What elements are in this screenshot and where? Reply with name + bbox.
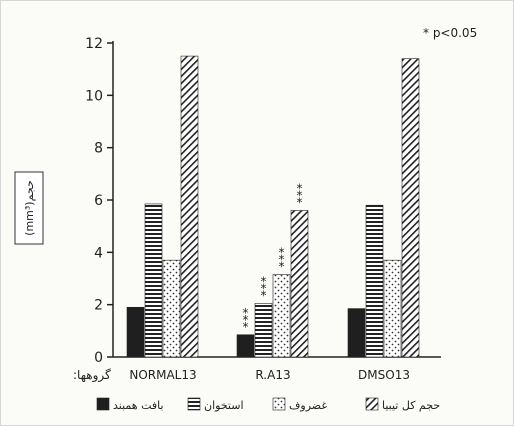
significance-star: * — [297, 188, 303, 202]
significance-star: * — [297, 181, 303, 195]
legend-swatch — [96, 397, 110, 411]
y-tick-label: 12 — [85, 36, 103, 52]
y-tick-label: 8 — [94, 141, 103, 157]
significance-star: * — [279, 246, 285, 260]
bar — [272, 274, 291, 358]
legend-swatch — [272, 397, 286, 411]
y-tick-label: 0 — [94, 350, 103, 366]
legend: بافت همبند استخوان غضروف حجم کل تیبیا — [96, 397, 440, 412]
y-tick-label: 2 — [94, 298, 103, 314]
bar — [365, 204, 384, 358]
legend-label: بافت همبند — [113, 399, 164, 412]
bar — [347, 308, 366, 358]
significance-star: * — [279, 253, 285, 267]
category-labels: NORMAL13 R.A13 DMSO13 — [129, 368, 410, 382]
legend-label: استخوان — [204, 399, 244, 412]
bar — [383, 259, 402, 358]
bar — [236, 334, 255, 358]
legend-swatch — [365, 397, 379, 411]
legend-label: غضروف — [289, 399, 327, 412]
bar — [126, 306, 145, 358]
y-tick-label: 4 — [94, 245, 103, 261]
bar — [290, 210, 309, 358]
significance-star: * — [261, 288, 267, 302]
y-axis-label-box — [14, 171, 44, 245]
significance-star: * — [279, 260, 285, 274]
y-tick-label: 6 — [94, 193, 103, 209]
x-axis-label: :گروهها — [73, 368, 111, 383]
significance-star: * — [243, 313, 249, 327]
bar — [401, 58, 420, 358]
significance-star: * — [261, 281, 267, 295]
significance-star: * — [261, 274, 267, 288]
bar — [162, 259, 181, 358]
y-axis-label-group: (mm³)حجم — [14, 171, 44, 245]
significance-marks: ************ — [243, 181, 303, 333]
significance-star: * — [243, 320, 249, 334]
significance-star: * — [297, 195, 303, 209]
category-label: R.A13 — [255, 368, 290, 382]
category-label: DMSO13 — [358, 368, 410, 382]
category-label: NORMAL13 — [129, 368, 196, 382]
y-axis-label: (mm³)حجم — [23, 180, 36, 236]
legend-swatch — [187, 397, 201, 411]
y-tick-label: 10 — [85, 88, 103, 104]
bar — [144, 203, 163, 358]
legend-label: حجم کل تیبیا — [382, 399, 440, 412]
significance-annotation: * p<0.05 — [423, 26, 477, 40]
bar — [254, 303, 273, 358]
significance-star: * — [243, 306, 249, 320]
bars — [126, 55, 420, 358]
bar — [180, 55, 199, 358]
